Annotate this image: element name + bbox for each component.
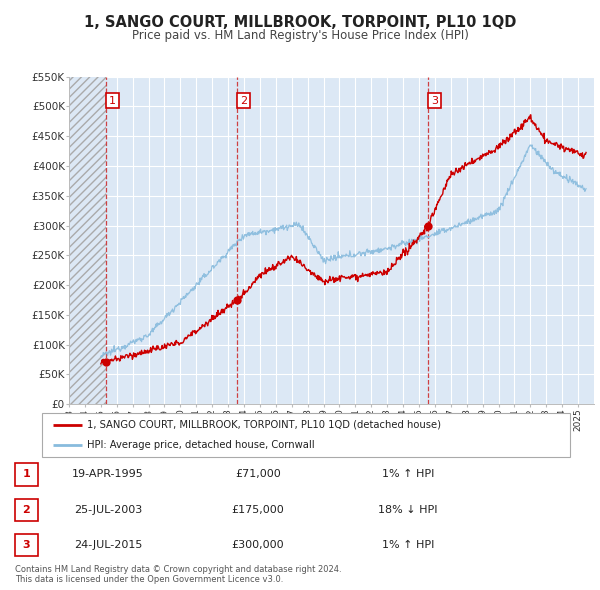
Text: £300,000: £300,000 [232,540,284,550]
Bar [69,77,106,404]
Text: 24-JUL-2015: 24-JUL-2015 [74,540,142,550]
Text: 1, SANGO COURT, MILLBROOK, TORPOINT, PL10 1QD: 1, SANGO COURT, MILLBROOK, TORPOINT, PL1… [84,15,516,30]
Text: 3: 3 [23,540,30,550]
FancyBboxPatch shape [42,413,570,457]
Text: 1% ↑ HPI: 1% ↑ HPI [382,540,434,550]
Text: Price paid vs. HM Land Registry's House Price Index (HPI): Price paid vs. HM Land Registry's House … [131,30,469,42]
Text: £175,000: £175,000 [232,505,284,514]
Text: 1: 1 [109,96,116,106]
Text: 18% ↓ HPI: 18% ↓ HPI [378,505,438,514]
Text: 3: 3 [431,96,438,106]
Text: 1: 1 [23,470,30,479]
Text: Contains HM Land Registry data © Crown copyright and database right 2024.
This d: Contains HM Land Registry data © Crown c… [15,565,341,584]
Text: 2: 2 [23,505,30,514]
Text: 1% ↑ HPI: 1% ↑ HPI [382,470,434,479]
Text: 2: 2 [240,96,247,106]
Text: £71,000: £71,000 [235,470,281,479]
Text: 25-JUL-2003: 25-JUL-2003 [74,505,142,514]
Text: HPI: Average price, detached house, Cornwall: HPI: Average price, detached house, Corn… [87,440,314,450]
Text: 1, SANGO COURT, MILLBROOK, TORPOINT, PL10 1QD (detached house): 1, SANGO COURT, MILLBROOK, TORPOINT, PL1… [87,420,441,430]
Text: 19-APR-1995: 19-APR-1995 [72,470,144,479]
